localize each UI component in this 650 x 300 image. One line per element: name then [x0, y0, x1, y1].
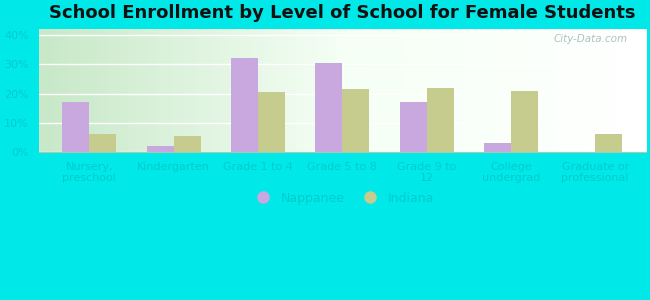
- Bar: [147, 146, 174, 152]
- Bar: [595, 134, 622, 152]
- Bar: [400, 102, 426, 152]
- Title: School Enrollment by Level of School for Female Students: School Enrollment by Level of School for…: [49, 4, 636, 22]
- Bar: [426, 88, 454, 152]
- Bar: [62, 102, 89, 152]
- Text: City-Data.com: City-Data.com: [554, 34, 628, 44]
- Bar: [174, 136, 201, 152]
- Bar: [511, 91, 538, 152]
- Bar: [484, 143, 511, 152]
- Bar: [343, 89, 369, 152]
- Legend: Nappanee, Indiana: Nappanee, Indiana: [246, 187, 439, 209]
- Bar: [258, 92, 285, 152]
- Bar: [231, 58, 258, 152]
- Bar: [315, 63, 343, 152]
- Bar: [89, 134, 116, 152]
